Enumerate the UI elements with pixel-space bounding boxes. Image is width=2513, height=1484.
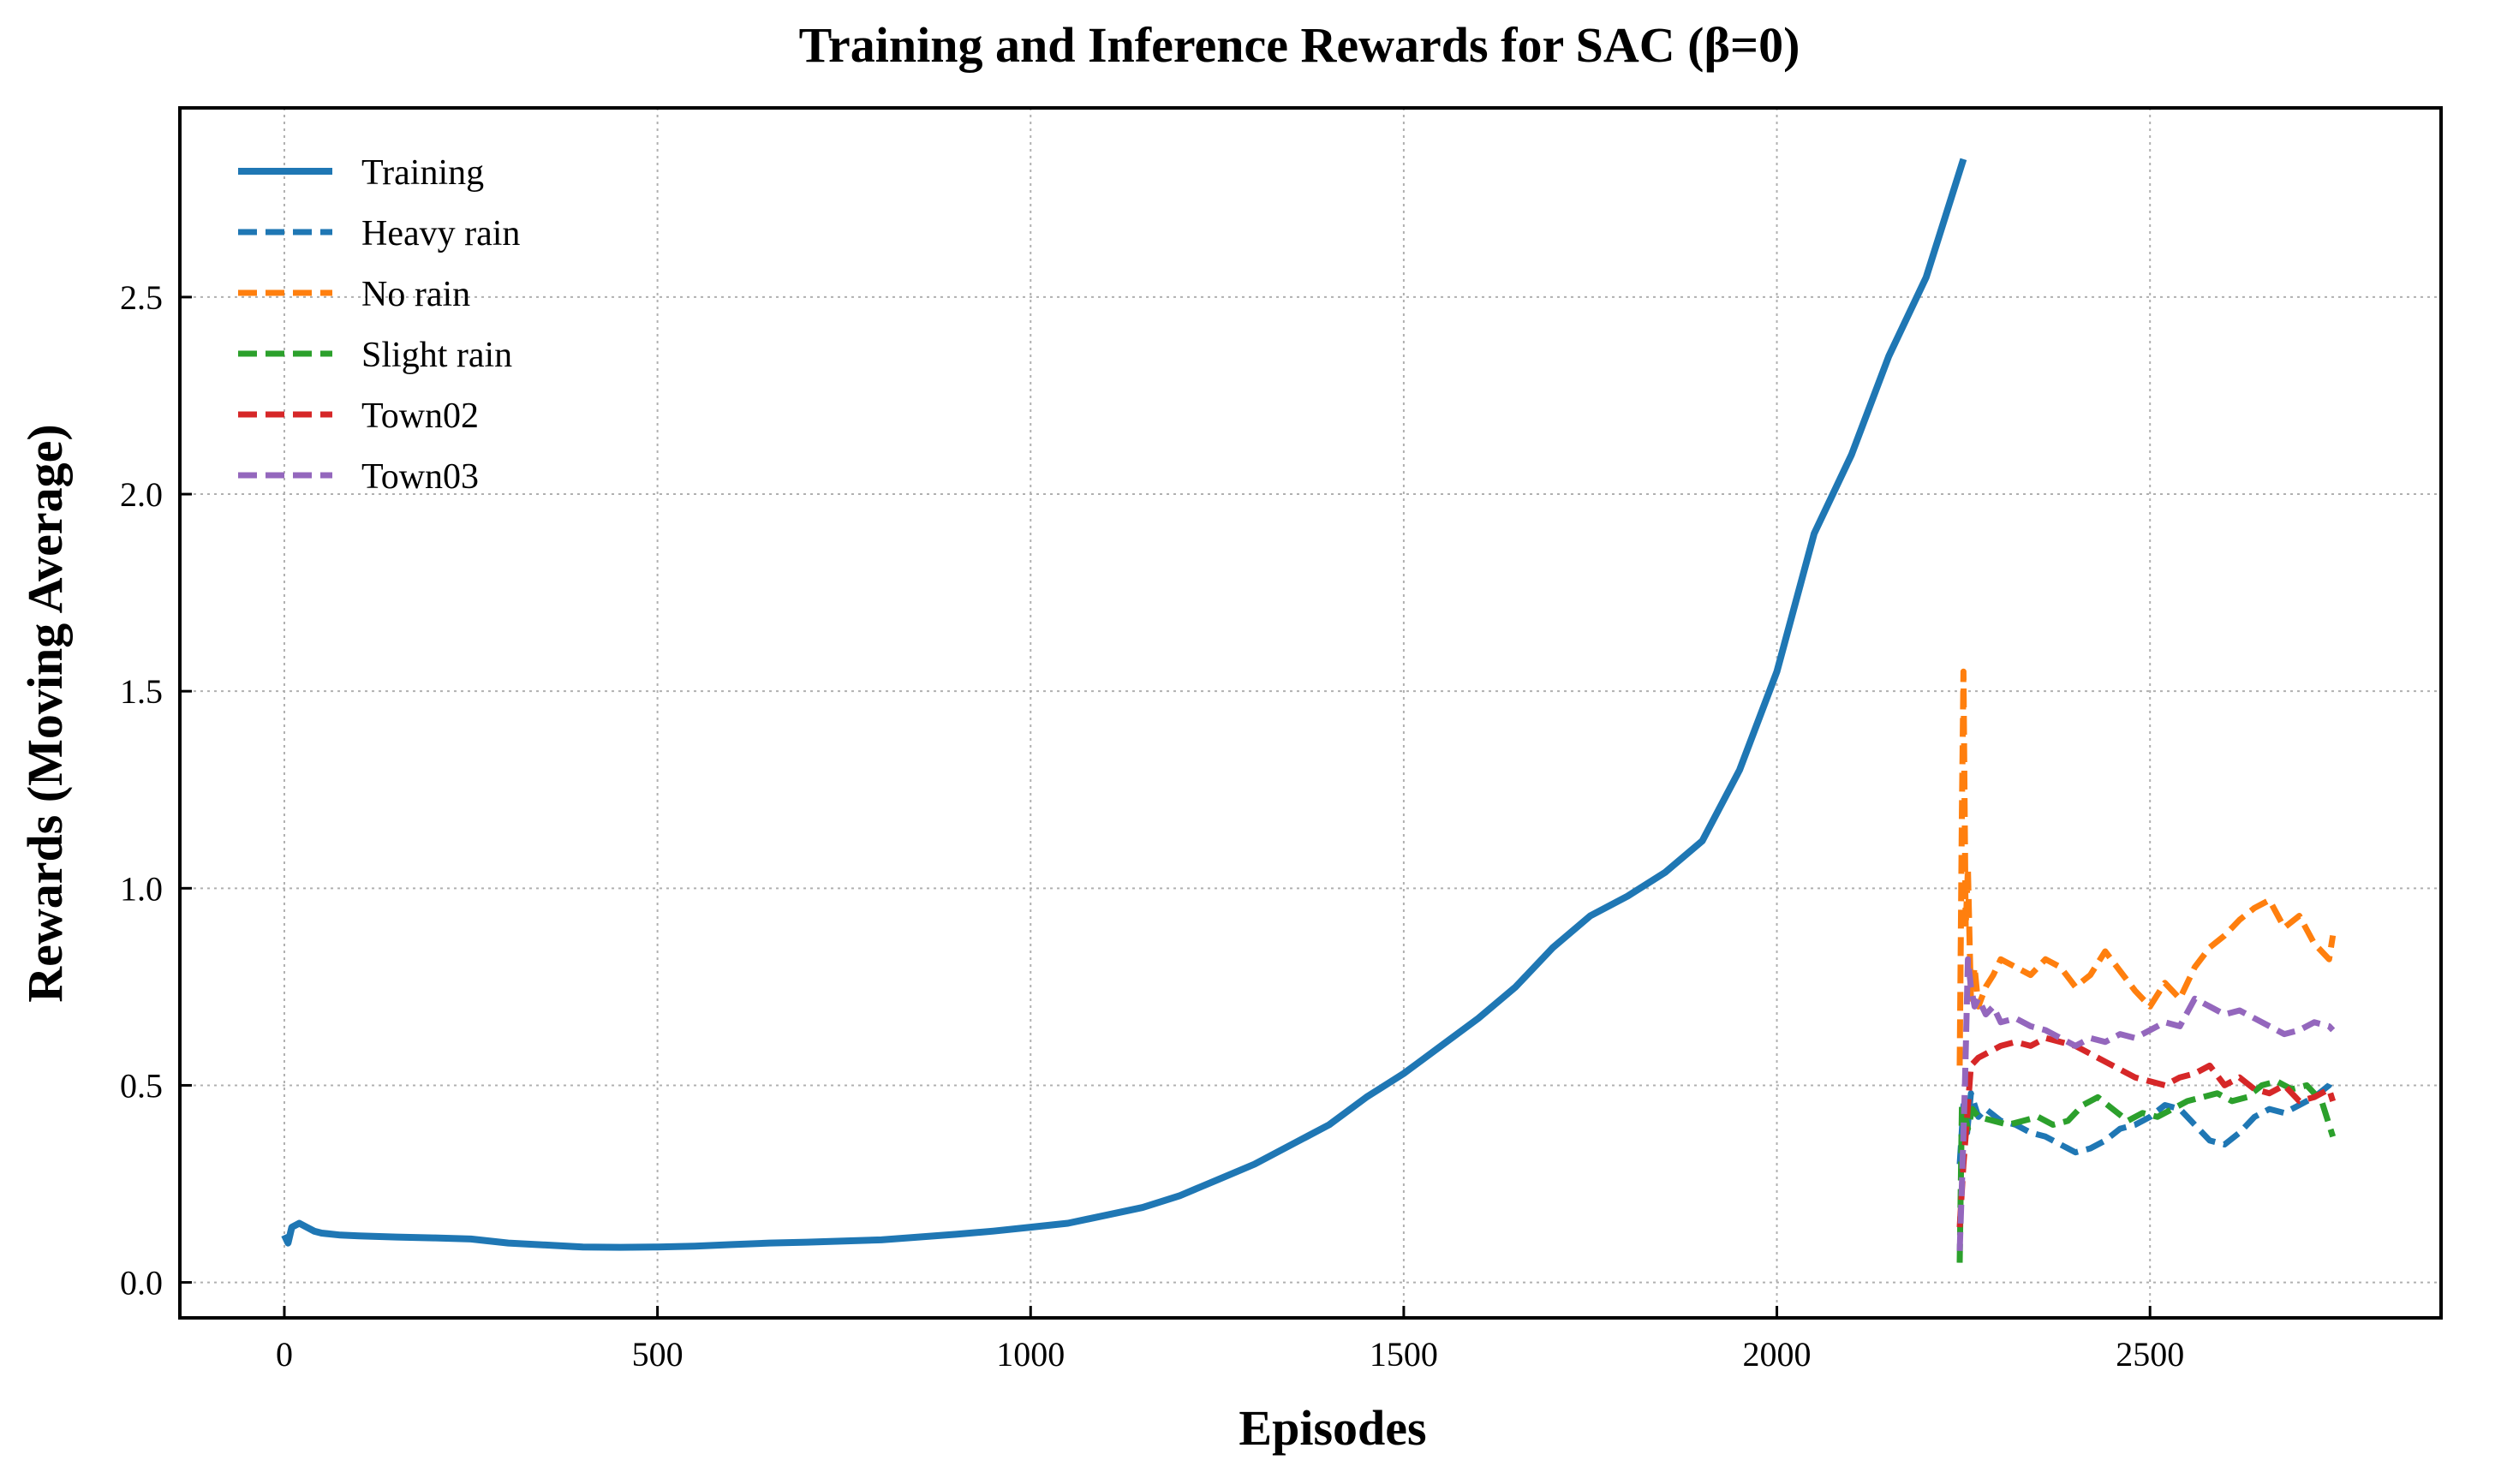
y-tick-label: 2.5 bbox=[120, 278, 163, 317]
x-tick-label: 2500 bbox=[2116, 1335, 2184, 1374]
x-tick-label: 0 bbox=[276, 1335, 293, 1374]
legend-label-no-rain: No rain bbox=[361, 275, 470, 314]
x-axis-label: Episodes bbox=[1239, 1400, 1426, 1456]
y-tick-label: 0.5 bbox=[120, 1066, 163, 1105]
legend-label-heavy-rain: Heavy rain bbox=[361, 214, 520, 253]
series-line-slight-rain bbox=[1956, 1078, 2337, 1263]
grid bbox=[180, 108, 2441, 1318]
chart-title: Training and Inference Rewards for SAC (… bbox=[799, 17, 1800, 73]
plot-area-frame bbox=[178, 106, 2443, 1320]
legend-label-town02: Town02 bbox=[361, 396, 479, 436]
y-axis-label: Rewards (Moving Average) bbox=[17, 424, 73, 1002]
legend-label-slight-rain: Slight rain bbox=[361, 336, 512, 375]
x-tick-label: 1500 bbox=[1370, 1335, 1438, 1374]
series-line-heavy-rain bbox=[1956, 1076, 2336, 1165]
series-line-town03 bbox=[1956, 956, 2336, 1251]
y-tick-label: 1.5 bbox=[120, 672, 163, 711]
x-tick-label: 2000 bbox=[1743, 1335, 1812, 1374]
x-tick-label: 1000 bbox=[996, 1335, 1065, 1374]
series-line-town02 bbox=[1956, 1034, 2337, 1228]
x-tick-label: 500 bbox=[632, 1335, 683, 1374]
y-tick-label: 2.0 bbox=[120, 475, 163, 514]
legend-label-training: Training bbox=[361, 153, 484, 193]
series-lines bbox=[281, 158, 2337, 1263]
y-tick-label: 0.0 bbox=[120, 1264, 163, 1302]
axis-ticks: 0 500 1000 1500 2000 2500 0.0 0.5 1.0 1.5 2.0 2.5 bbox=[120, 278, 2184, 1374]
series-line-training bbox=[281, 158, 1967, 1251]
legend-label-town03: Town03 bbox=[361, 457, 479, 497]
y-tick-label: 1.0 bbox=[120, 869, 163, 908]
legend: Training Heavy rain No rain Slight rain Town… bbox=[238, 153, 520, 497]
